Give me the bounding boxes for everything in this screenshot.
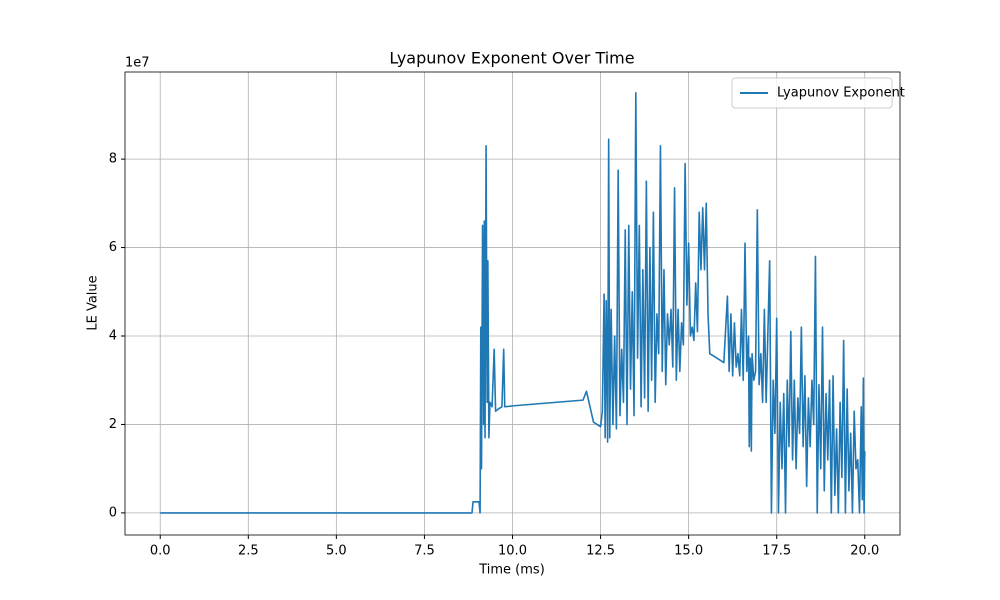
chart-title: Lyapunov Exponent Over Time: [389, 49, 634, 68]
data-line: [160, 91, 866, 514]
x-tick-label: 0.0: [150, 544, 171, 559]
x-tick-label: 15.0: [674, 544, 703, 559]
legend-label: Lyapunov Exponent: [777, 86, 905, 101]
x-tick-label: 17.5: [762, 544, 791, 559]
y-tick-label: 2: [109, 417, 117, 432]
x-tick-label: 5.0: [326, 544, 347, 559]
legend-box: [731, 77, 893, 109]
x-tick-label: 7.5: [414, 544, 435, 559]
plot-frame: [124, 71, 901, 536]
x-tick-label: 10.0: [498, 544, 527, 559]
y-tick-label: 8: [109, 152, 117, 167]
y-offset-label: 1e7: [125, 56, 150, 71]
y-tick-label: 0: [109, 505, 117, 520]
y-axis-label: LE Value: [86, 275, 101, 330]
y-tick-label: 4: [109, 329, 117, 344]
x-axis-label: Time (ms): [478, 563, 545, 578]
y-tick-label: 6: [109, 240, 117, 255]
x-tick-label: 12.5: [586, 544, 615, 559]
x-tick-label: 20.0: [850, 544, 879, 559]
x-tick-label: 2.5: [238, 544, 259, 559]
